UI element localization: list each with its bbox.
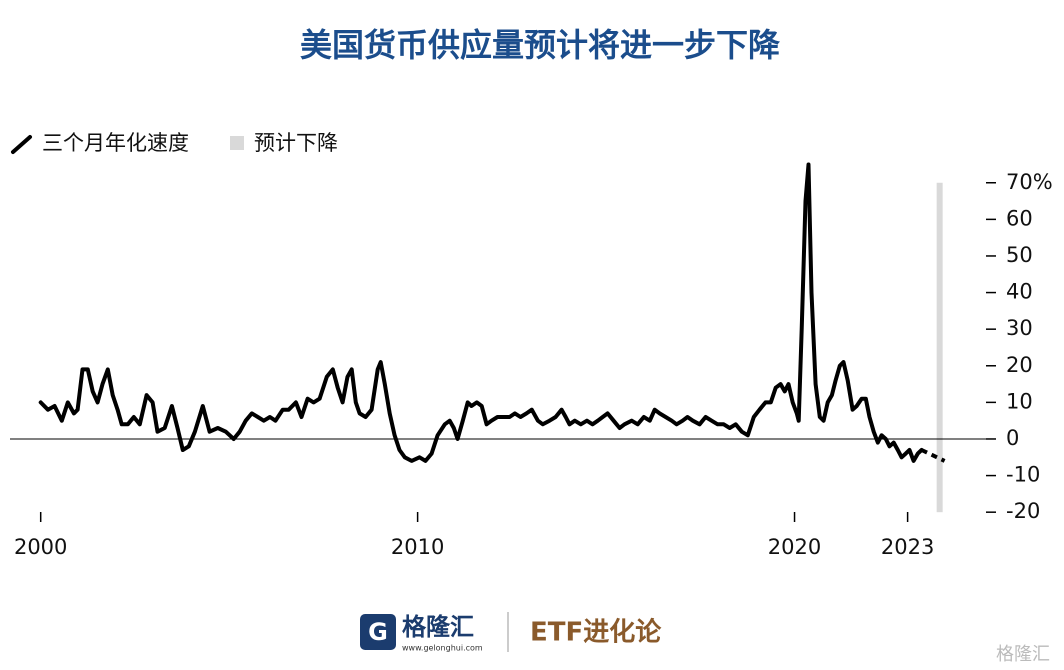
footer: G 格隆汇 www.gelonghui.com ETF进化论 格隆汇 [360, 612, 1050, 665]
y-tick-label: 30 [1006, 316, 1033, 340]
y-tick-label: 0 [1006, 426, 1019, 450]
x-tick-label: 2020 [768, 535, 821, 559]
legend-label: 预计下降 [254, 131, 338, 155]
brand: 格隆汇 [402, 613, 474, 641]
logo-icon [360, 614, 396, 650]
channel: ETF进化论 [530, 618, 662, 648]
y-tick-label: 50 [1006, 243, 1033, 267]
x-tick-label: 2010 [391, 535, 444, 559]
projection-line [920, 448, 946, 463]
forecast-bar [936, 182, 943, 513]
brand-url: www.gelonghui.com [402, 644, 483, 653]
logo-letter: G [368, 618, 388, 646]
y-tick-label: 10 [1006, 389, 1033, 413]
y-tick-label: 70% [1006, 170, 1053, 194]
chart-title: 美国货币供应量预计将进一步下降 [300, 26, 781, 64]
y-tick-label: -10 [1006, 463, 1040, 487]
legend-swatch [11, 135, 32, 154]
watermark: 格隆汇 [996, 644, 1050, 665]
legend-swatch [230, 136, 244, 150]
data-line [38, 162, 924, 463]
y-tick-label: -20 [1006, 499, 1040, 523]
y-tick-label: 20 [1006, 353, 1033, 377]
y-tick-label: 60 [1006, 206, 1033, 230]
x-tick-label: 2023 [881, 535, 934, 559]
x-tick-label: 2000 [14, 535, 67, 559]
y-tick-label: 40 [1006, 280, 1033, 304]
legend-label: 三个月年化速度 [42, 131, 189, 155]
